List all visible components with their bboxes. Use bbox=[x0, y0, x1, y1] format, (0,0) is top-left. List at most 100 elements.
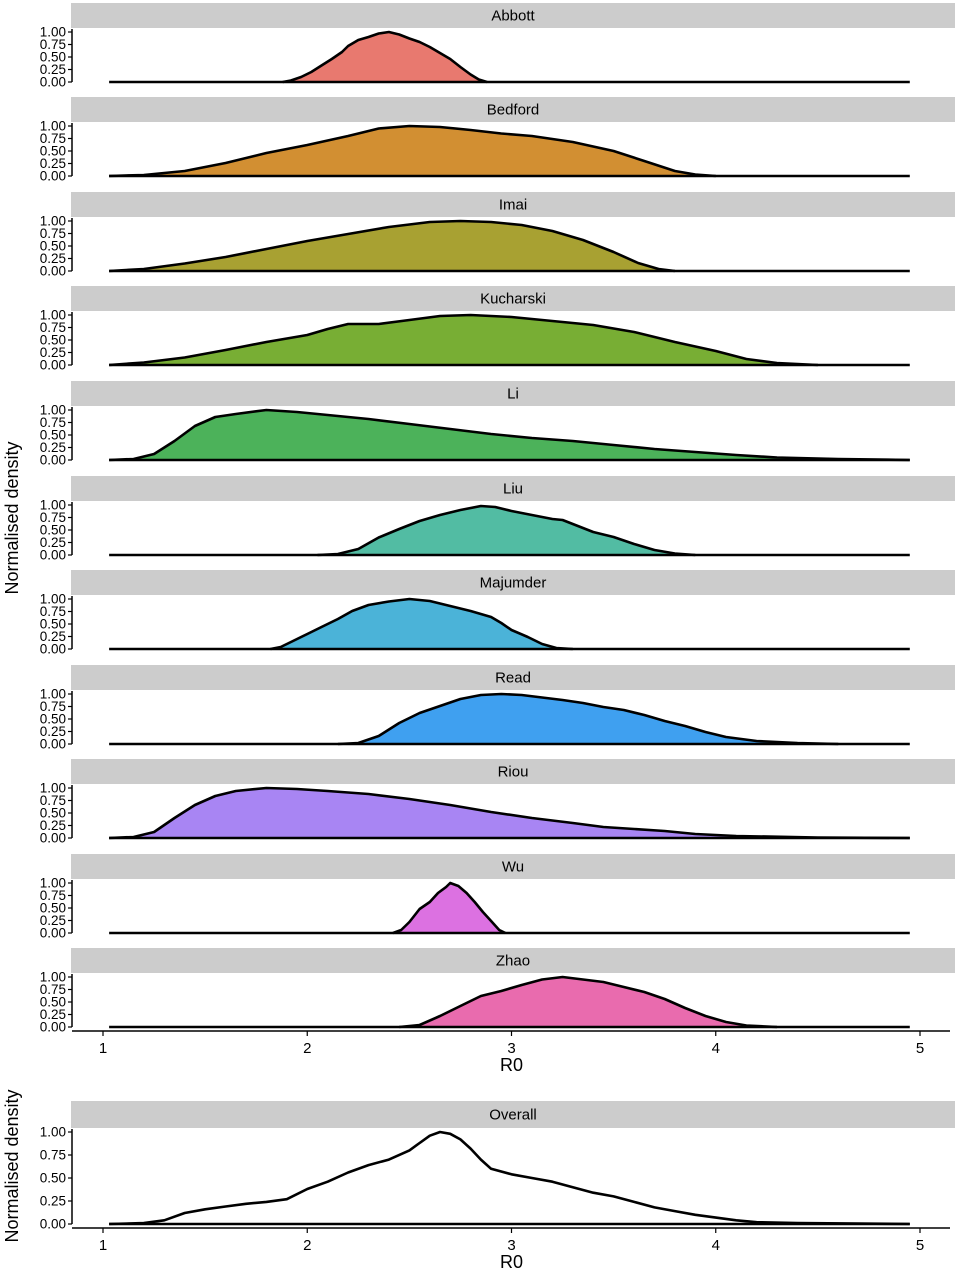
chart-group-0: Abbott0.000.250.500.751.00Bedford0.000.2… bbox=[2, 3, 955, 1075]
y-tick-label: 0.75 bbox=[40, 982, 66, 997]
facet-title: Read bbox=[495, 670, 531, 687]
x-tick-label: 3 bbox=[507, 1040, 515, 1057]
chart-group-1: Overall 0.00 0.25 0.50 0.75 1.00 1 2 3 4 5 R0 Normal… bbox=[2, 1089, 955, 1272]
density-area bbox=[317, 506, 696, 555]
y-tick-label: 0.25 bbox=[40, 156, 66, 171]
y-tick-label: 0.50 bbox=[40, 239, 66, 254]
density-area bbox=[270, 599, 573, 649]
y-tick-label: 0.00 bbox=[40, 264, 66, 279]
density-area bbox=[109, 410, 910, 460]
density-area bbox=[109, 221, 675, 271]
x-tick-label: 2 bbox=[303, 1040, 311, 1057]
density-area bbox=[337, 694, 839, 744]
y-tick-label: 0.50 bbox=[40, 144, 66, 159]
y-tick-label: 1.00 bbox=[40, 119, 66, 134]
facet-majumder: Majumder 0.000.250.500.751.00 bbox=[40, 570, 955, 657]
y-tick-label: 0.00 bbox=[40, 453, 66, 468]
facet-title: Wu bbox=[502, 859, 524, 876]
facet-title: Zhao bbox=[496, 953, 530, 970]
facet-strip bbox=[71, 948, 955, 973]
y-tick-label: 0.00 bbox=[40, 358, 66, 373]
x-tick-label: 1 bbox=[99, 1237, 107, 1254]
x-axis-title: R0 bbox=[500, 1055, 523, 1075]
y-tick-label: 0.25 bbox=[40, 818, 66, 833]
y-tick-label: 0.75 bbox=[40, 699, 66, 714]
y-tick-label: 0.00 bbox=[40, 737, 66, 752]
facet-title: Overall bbox=[489, 1107, 537, 1124]
y-tick-label: 0.25 bbox=[40, 629, 66, 644]
y-tick-label: 0.25 bbox=[40, 913, 66, 928]
density-line bbox=[399, 975, 778, 1029]
y-tick-label: 1.00 bbox=[40, 687, 66, 702]
x-tick-label: 2 bbox=[303, 1237, 311, 1254]
y-tick-label: 0.75 bbox=[40, 320, 66, 335]
density-area bbox=[109, 126, 716, 176]
facet-bedford: Bedford 0.000.250.500.751.00 bbox=[40, 97, 955, 184]
facet-strip bbox=[71, 1101, 955, 1128]
density-line bbox=[270, 597, 573, 651]
y-tick-label: 0.50 bbox=[40, 995, 66, 1010]
facet-li: Li 0.000.250.500.751.00 bbox=[40, 381, 955, 468]
facet-strip bbox=[71, 854, 955, 879]
facet-read: Read 0.000.250.500.751.00 bbox=[40, 665, 955, 752]
density-line bbox=[109, 313, 818, 367]
density-area bbox=[399, 977, 777, 1027]
density-line bbox=[109, 1130, 910, 1226]
y-tick-label: 1.00 bbox=[40, 1125, 66, 1140]
facet-liu: Liu 0.000.250.500.751.00 bbox=[40, 476, 955, 563]
y-tick-label: 0.00 bbox=[40, 926, 66, 941]
y-tick-label: 0.75 bbox=[40, 131, 66, 146]
y-tick-label: 1.00 bbox=[40, 308, 66, 323]
x-tick-label: 1 bbox=[99, 1040, 107, 1057]
y-tick-label: 0.25 bbox=[40, 535, 66, 550]
facet-strip bbox=[71, 97, 955, 122]
facet-title: Bedford bbox=[487, 102, 540, 119]
x-axis-title: R0 bbox=[500, 1252, 523, 1272]
facet-strip bbox=[71, 286, 955, 311]
facet-strip bbox=[71, 476, 955, 501]
y-tick-label: 0.25 bbox=[40, 1194, 66, 1209]
y-tick-label: 0.50 bbox=[40, 333, 66, 348]
y-tick-label: 0.75 bbox=[40, 510, 66, 525]
y-tick-label: 0.50 bbox=[40, 523, 66, 538]
y-tick-label: 0.75 bbox=[40, 604, 66, 619]
y-tick-label: 1.00 bbox=[40, 876, 66, 891]
facet-strip bbox=[71, 665, 955, 690]
y-tick-label: 0.00 bbox=[40, 548, 66, 563]
density-line bbox=[109, 219, 676, 273]
density-line bbox=[392, 881, 506, 935]
density-area bbox=[109, 788, 910, 838]
y-tick-label: 0.50 bbox=[40, 50, 66, 65]
facet-strip bbox=[71, 570, 955, 595]
facet-abbott: Abbott 0.000.250.500.751.00 bbox=[40, 3, 955, 90]
facet-strip bbox=[71, 759, 955, 784]
facet-strip bbox=[71, 192, 955, 217]
facet-title: Liu bbox=[503, 481, 523, 498]
density-line bbox=[282, 30, 488, 84]
x-tick-label: 5 bbox=[916, 1040, 924, 1057]
y-tick-label: 0.00 bbox=[40, 642, 66, 657]
y-tick-label: 0.00 bbox=[40, 1217, 66, 1232]
y-tick-label: 0.25 bbox=[40, 62, 66, 77]
y-tick-label: 0.50 bbox=[40, 617, 66, 632]
x-tick-label: 4 bbox=[712, 1237, 720, 1254]
y-tick-label: 0.75 bbox=[40, 888, 66, 903]
y-tick-label: 0.75 bbox=[40, 415, 66, 430]
density-line bbox=[109, 408, 910, 462]
y-tick-label: 1.00 bbox=[40, 592, 66, 607]
facet-title: Imai bbox=[499, 197, 527, 214]
y-tick-label: 1.00 bbox=[40, 970, 66, 985]
density-line bbox=[109, 124, 716, 178]
density-line bbox=[337, 692, 839, 746]
facet-strip bbox=[71, 381, 955, 406]
y-tick-label: 0.25 bbox=[40, 345, 66, 360]
y-tick-label: 0.25 bbox=[40, 440, 66, 455]
y-tick-label: 1.00 bbox=[40, 214, 66, 229]
y-tick-label: 1.00 bbox=[40, 25, 66, 40]
facet-title: Riou bbox=[498, 764, 529, 781]
density-area bbox=[109, 315, 818, 365]
y-tick-label: 0.50 bbox=[40, 901, 66, 916]
y-tick-label: 0.25 bbox=[40, 724, 66, 739]
y-tick-label: 1.00 bbox=[40, 403, 66, 418]
